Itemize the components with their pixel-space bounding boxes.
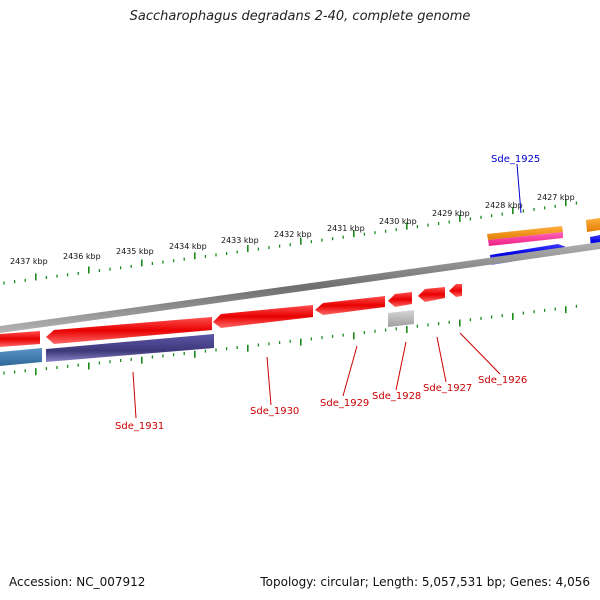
forward-tick-ring [3,199,578,285]
tick-labels: 2437 kbp 2436 kbp 2435 kbp 2434 kbp 2433… [10,193,575,266]
gene-sde-1931[interactable] [46,317,212,344]
label-sde-1925[interactable]: Sde_1925 [491,154,540,165]
tick-label-2436: 2436 kbp [63,252,101,261]
gene-sde-1927[interactable] [418,287,445,302]
leader-sde-1931 [132,371,137,419]
reverse-strand-features [0,310,414,366]
tick-label-2428: 2428 kbp [485,201,523,210]
gene-sde-1930[interactable] [213,305,313,328]
map-title: Saccharophagus degradans 2-40, complete … [129,9,471,24]
purple-feature[interactable] [46,334,214,362]
label-sde-1930[interactable]: Sde_1930 [250,406,299,417]
tick-label-2434: 2434 kbp [169,242,207,251]
tick-label-2433: 2433 kbp [221,236,259,245]
gene-labels: Sde_1925 Sde_1931 Sde_1930 Sde_1929 Sde_… [115,154,540,432]
leader-sde-1926 [459,332,501,375]
tick-label-2431: 2431 kbp [327,224,365,233]
label-sde-1931[interactable]: Sde_1931 [115,421,164,432]
tick-label-2435: 2435 kbp [116,247,154,256]
accession-text: Accession: NC_007912 [9,575,146,589]
label-sde-1928[interactable]: Sde_1928 [372,391,421,402]
leader-sde-1928 [395,341,407,391]
steel-feature[interactable] [0,348,42,366]
gene-left-partial[interactable] [0,331,40,347]
genome-stats-text: Topology: circular; Length: 5,057,531 bp… [260,575,590,589]
leader-sde-1925 [516,163,522,214]
label-sde-1929[interactable]: Sde_1929 [320,398,369,409]
tick-label-2427: 2427 kbp [537,193,575,202]
gene-sde-1928-red[interactable] [388,292,412,307]
label-sde-1927[interactable]: Sde_1927 [423,383,472,394]
orange-feature-right[interactable] [586,218,600,232]
label-sde-1926[interactable]: Sde_1926 [478,375,527,386]
reverse-tick-ring [3,304,578,376]
tick-label-2437: 2437 kbp [10,257,48,266]
tick-label-2432: 2432 kbp [274,230,312,239]
gene-sde-1926[interactable] [449,284,462,297]
label-leaders [132,163,522,419]
genome-backbone [0,242,600,333]
rna-feature[interactable] [388,310,414,327]
leader-sde-1927 [436,336,447,383]
leader-sde-1930 [266,356,272,406]
reverse-strand-genes [0,284,462,347]
orange-feature[interactable] [487,226,563,240]
tick-label-2429: 2429 kbp [432,209,470,218]
leader-sde-1929 [342,345,358,397]
gene-sde-1929[interactable] [315,296,385,315]
tick-label-2430: 2430 kbp [379,217,417,226]
pink-feature[interactable] [488,232,563,246]
